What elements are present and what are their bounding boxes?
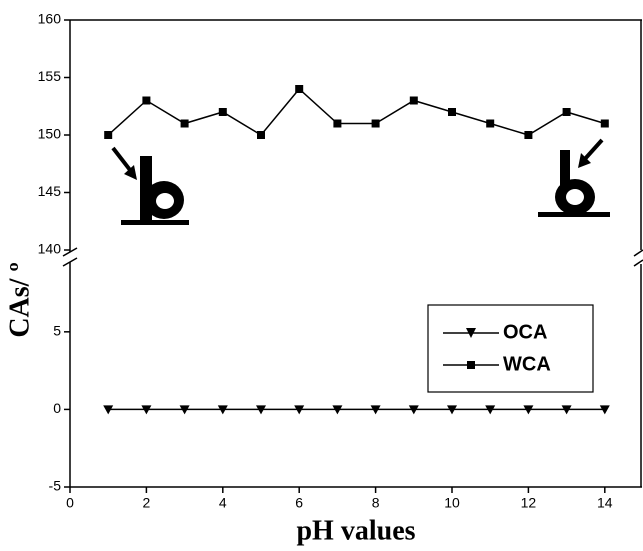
data-marker [408,405,419,415]
y2-tick-label: 145 [38,183,62,199]
data-marker [180,119,189,128]
x-tick-label: 12 [521,495,537,511]
x-tick-label: 2 [143,495,151,511]
data-marker [104,131,113,139]
data-marker [333,119,342,128]
x-axis-label: pH values [296,515,415,546]
data-marker [294,405,305,415]
droplet-icon [538,138,610,217]
data-marker [370,405,381,415]
legend-box [427,304,594,393]
x-tick-label: 6 [295,495,303,511]
data-marker [447,405,457,415]
data-marker [256,405,266,415]
data-marker [217,405,228,415]
legend-label: WCA [503,353,551,375]
data-marker [142,96,151,105]
data-marker [179,405,190,415]
y-tick-label: 5 [53,323,61,339]
legend-marker [467,361,475,369]
y-axis-label: CAs/ º [4,262,35,337]
y-tick-label: -5 [49,478,62,494]
break-mark [633,259,643,267]
x-tick-label: 4 [219,495,227,511]
data-marker [332,405,343,415]
x-tick-label: 10 [444,495,460,511]
data-marker [448,108,456,116]
break-mark [62,257,78,267]
data-marker [371,119,380,128]
data-marker [486,119,495,128]
data-marker [523,405,534,415]
x-tick-label: 0 [66,495,74,511]
x-tick-label: 8 [372,495,380,511]
y2-tick-label: 150 [38,126,62,142]
break-mark [633,249,643,257]
y2-tick-label: 140 [38,241,62,257]
data-marker [409,96,418,105]
legend-marker [466,328,476,338]
data-marker [257,131,265,139]
data-marker [600,119,609,128]
data-marker [295,85,304,93]
y2-tick-label: 155 [38,68,62,84]
data-marker [103,405,114,415]
series-line [107,87,606,136]
data-marker [141,405,152,415]
y-tick-label: 0 [53,400,61,416]
data-marker [562,108,571,116]
legend-label: OCA [503,321,547,343]
data-marker [561,405,572,415]
x-tick-label: 14 [597,495,613,511]
data-marker [218,108,227,116]
droplet-icon [111,146,189,225]
data-marker [524,131,533,139]
data-marker [599,405,610,415]
y2-tick-label: 160 [38,11,62,27]
break-mark [62,247,78,257]
data-marker [485,405,496,415]
